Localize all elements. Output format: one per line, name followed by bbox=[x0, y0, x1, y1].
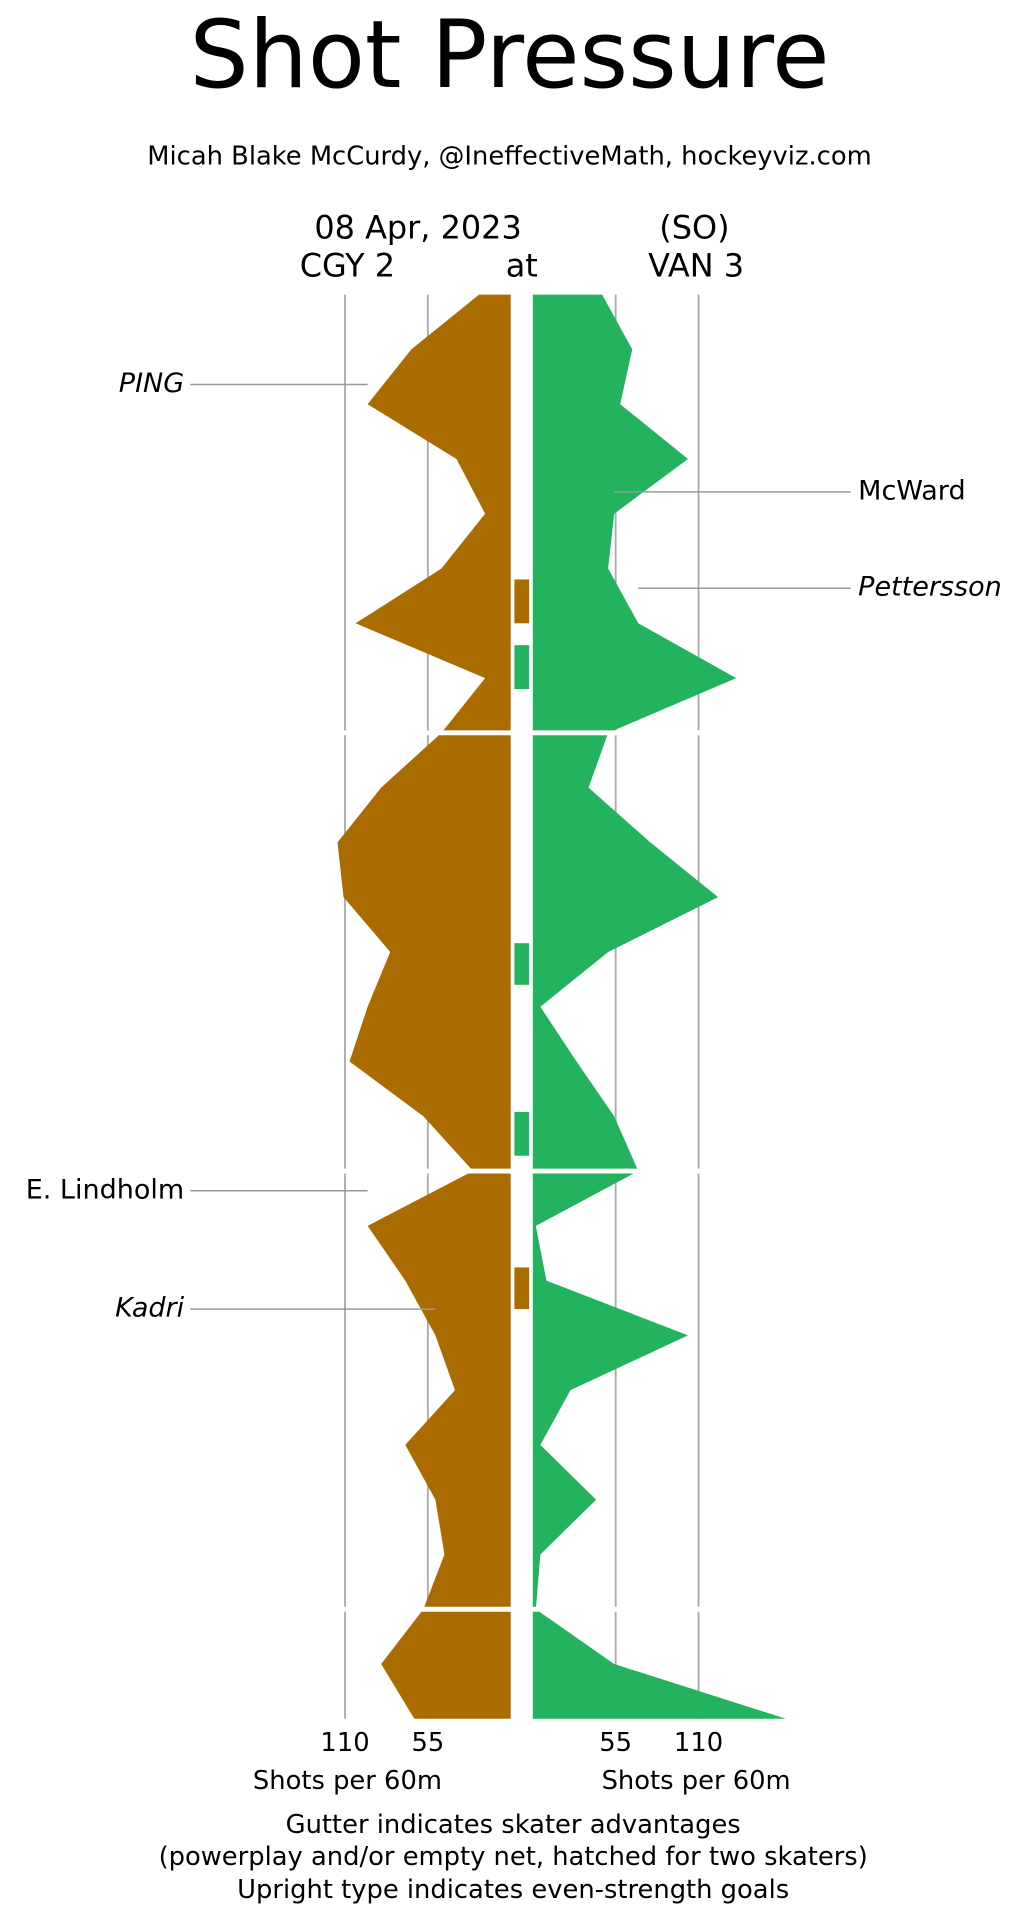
note: Gutter indicates skater advantages bbox=[286, 1810, 741, 1840]
x-axis-label: Shots per 60m bbox=[602, 1766, 791, 1796]
away-team: CGY 2 bbox=[300, 247, 395, 285]
x-tick-label: 55 bbox=[411, 1728, 444, 1758]
home-team: VAN 3 bbox=[648, 247, 744, 285]
advantage bbox=[514, 645, 530, 690]
result: (SO) bbox=[659, 209, 729, 247]
subtitle: Micah Blake McCurdy, @IneffectiveMath, h… bbox=[147, 142, 871, 172]
advantage bbox=[514, 1111, 530, 1156]
pressure-area bbox=[532, 294, 786, 1719]
at: at bbox=[506, 247, 538, 285]
note: Upright type indicates even-strength goa… bbox=[237, 1875, 789, 1905]
x-axis-label: Shots per 60m bbox=[253, 1766, 442, 1796]
advantage bbox=[514, 1267, 530, 1310]
advantage bbox=[514, 943, 530, 985]
x-tick-label: 110 bbox=[674, 1728, 723, 1758]
pressure-area bbox=[337, 294, 511, 1719]
date: 08 Apr, 2023 bbox=[314, 209, 521, 247]
goal-label: PING bbox=[119, 368, 184, 399]
goal-label: McWard bbox=[858, 475, 965, 506]
x-tick-label: 110 bbox=[320, 1728, 369, 1758]
goal-label: Kadri bbox=[115, 1293, 185, 1324]
advantage bbox=[514, 579, 530, 624]
chart-title: Shot Pressure bbox=[189, 1, 829, 110]
goal-label: E. Lindholm bbox=[26, 1174, 184, 1205]
x-tick-label: 55 bbox=[599, 1728, 632, 1758]
note: (powerplay and/or empty net, hatched for… bbox=[159, 1842, 868, 1872]
goal-label: Pettersson bbox=[858, 572, 1002, 603]
